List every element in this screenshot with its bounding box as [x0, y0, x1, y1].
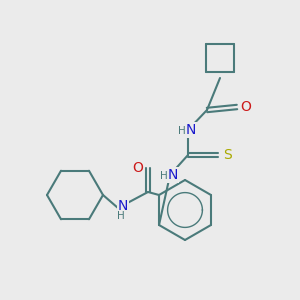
Text: N: N: [186, 123, 196, 137]
Text: H: H: [178, 126, 186, 136]
Text: O: O: [133, 161, 143, 175]
Text: H: H: [160, 171, 168, 181]
Text: O: O: [241, 100, 251, 114]
Text: N: N: [168, 168, 178, 182]
Text: H: H: [117, 211, 125, 221]
Text: N: N: [118, 199, 128, 213]
Text: S: S: [223, 148, 231, 162]
